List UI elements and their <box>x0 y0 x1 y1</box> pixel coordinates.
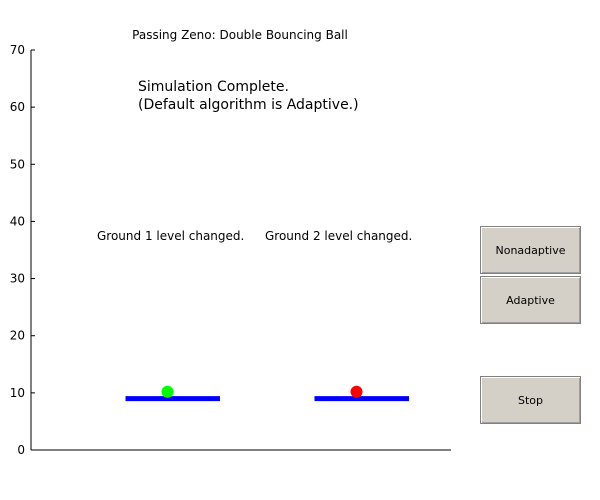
ball-2 <box>350 385 363 398</box>
ball-1 <box>161 385 174 398</box>
ground-1-annotation: Ground 1 level changed. <box>97 229 245 243</box>
y-tick-label: 50 <box>10 157 25 171</box>
plot-title: Passing Zeno: Double Bouncing Ball <box>132 28 348 42</box>
y-tick-label: 60 <box>10 100 25 114</box>
y-tick-label: 20 <box>10 329 25 343</box>
y-tick-label: 30 <box>10 272 25 286</box>
status-message: Simulation Complete. (Default algorithm … <box>138 78 359 114</box>
y-tick-label: 70 <box>10 43 25 57</box>
y-tick-label: 0 <box>17 443 25 457</box>
balls <box>161 385 363 398</box>
status-line-1: Simulation Complete. <box>138 79 289 95</box>
axes <box>30 50 451 451</box>
status-line-2: (Default algorithm is Adaptive.) <box>138 97 359 113</box>
ground-2-annotation: Ground 2 level changed. <box>265 229 413 243</box>
stop-button[interactable]: Stop <box>480 376 581 424</box>
y-ticks: 0 10 20 30 40 50 60 70 <box>10 43 35 457</box>
y-tick-label: 40 <box>10 214 25 228</box>
y-tick-label: 10 <box>10 386 25 400</box>
adaptive-button[interactable]: Adaptive <box>480 276 581 324</box>
nonadaptive-button[interactable]: Nonadaptive <box>480 226 581 274</box>
